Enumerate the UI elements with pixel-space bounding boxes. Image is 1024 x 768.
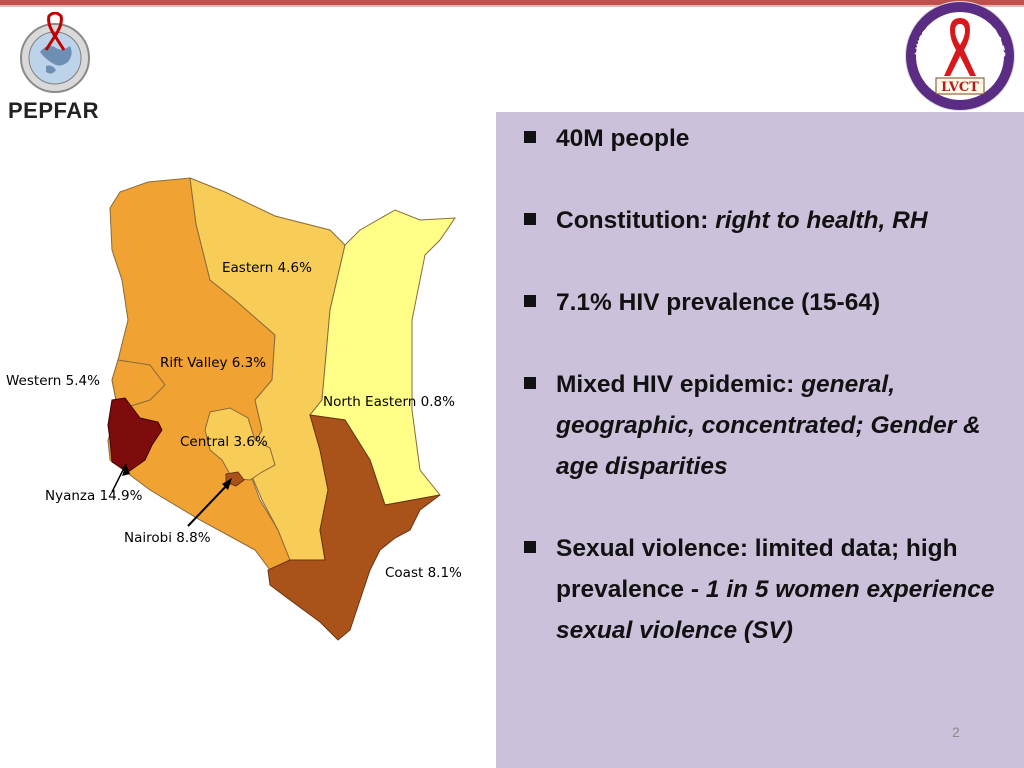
bullet-hiv-prevalence-text: 7.1% HIV prevalence (15-64): [556, 289, 881, 316]
bullet-constitution-emphasis: right to health, RH: [715, 207, 928, 234]
map-region-nyanza: [107, 397, 163, 473]
label-nyanza: Nyanza 14.9%: [45, 488, 143, 504]
label-central: Central 3.6%: [180, 434, 268, 450]
bullet-sexual-violence-prefix: Sexual violence: limited data; high prev…: [556, 535, 958, 603]
bullet-mixed-epidemic-emphasis: general, geographic, concentrated; Gende…: [556, 371, 981, 480]
bullet-mixed-epidemic: Mixed HIV epidemic: general, geographic,…: [518, 364, 1018, 487]
label-rift-valley: Rift Valley 6.3%: [160, 355, 267, 371]
pepfar-wordmark: PEPFAR: [8, 98, 100, 123]
map-region-north-eastern: [309, 209, 456, 506]
label-western: Western 5.4%: [6, 373, 100, 389]
header-rule: [0, 0, 1024, 5]
bullet-sexual-violence-emphasis: 1 in 5 women experience sexual violence …: [556, 576, 995, 644]
nairobi-arrowhead: [222, 478, 232, 490]
page-number: 2: [952, 724, 960, 740]
header-rule-shadow: [0, 5, 1024, 7]
pepfar-logo: PEPFAR: [6, 10, 106, 125]
key-facts-list: 40M people Constitution: right to health…: [518, 118, 1018, 651]
bullet-mixed-epidemic-prefix: Mixed HIV epidemic:: [556, 371, 802, 398]
lvct-logo: LIVERPOOL VCT, CARE & TREATMENT LVCT: [896, 0, 1020, 112]
map-region-coast: [267, 414, 441, 641]
pepfar-seal-icon: [20, 12, 90, 93]
lvct-seal-icon: LIVERPOOL VCT, CARE & TREATMENT LVCT: [896, 0, 1015, 111]
key-facts-panel: 40M people Constitution: right to health…: [496, 112, 1024, 768]
nyanza-arrowhead: [122, 464, 130, 476]
bullet-population: 40M people: [518, 118, 1018, 159]
label-eastern: Eastern 4.6%: [222, 260, 312, 276]
lvct-wordmark: LVCT: [941, 80, 979, 95]
nairobi-arrow: [187, 481, 231, 527]
label-nairobi: Nairobi 8.8%: [124, 530, 211, 546]
bullet-population-text: 40M people: [556, 125, 690, 152]
label-north-eastern: North Eastern 0.8%: [323, 394, 455, 410]
bullet-constitution-prefix: Constitution:: [556, 207, 716, 234]
bullet-constitution: Constitution: right to health, RH: [518, 200, 1018, 241]
nyanza-arrow: [111, 463, 127, 493]
kenya-prevalence-map: Eastern 4.6% Rift Valley 6.3% Western 5.…: [0, 160, 500, 660]
label-coast: Coast 8.1%: [385, 565, 462, 581]
map-region-central: [204, 407, 276, 481]
bullet-sexual-violence: Sexual violence: limited data; high prev…: [518, 528, 1018, 651]
bullet-hiv-prevalence: 7.1% HIV prevalence (15-64): [518, 282, 1018, 323]
